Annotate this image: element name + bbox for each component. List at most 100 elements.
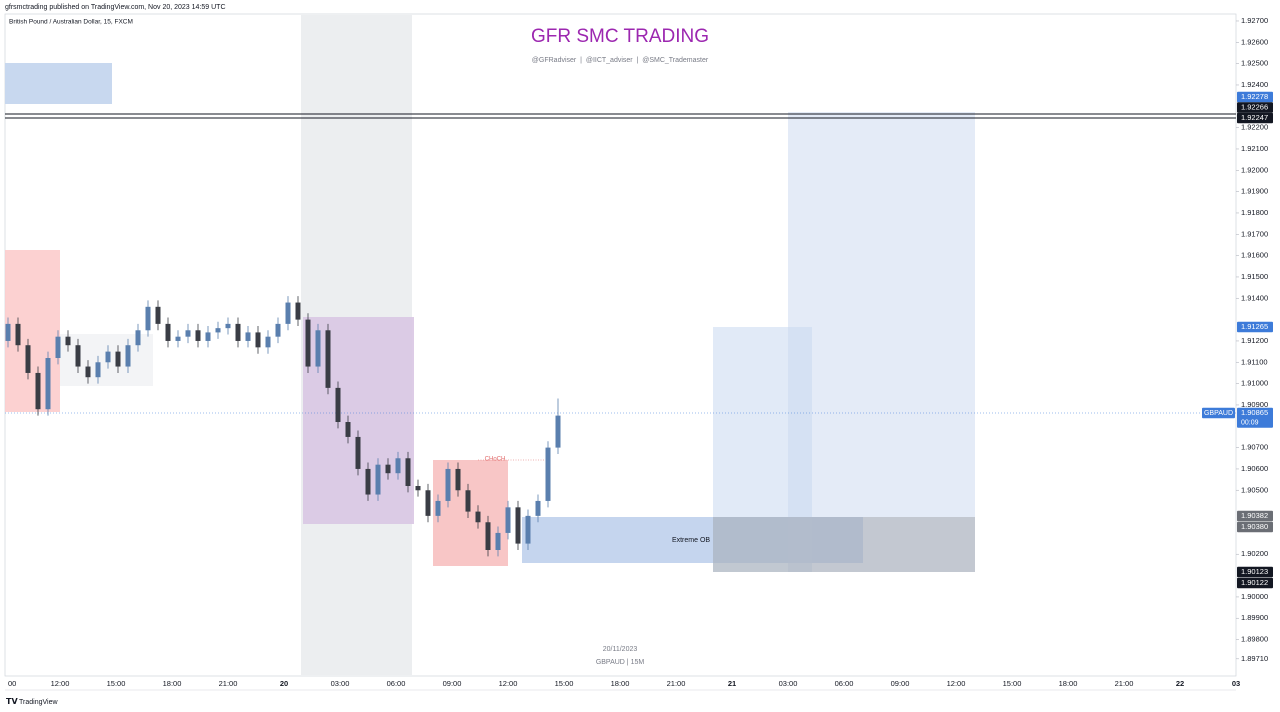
- candle-body: [105, 351, 111, 363]
- zone: [5, 63, 112, 104]
- candle-body: [185, 330, 191, 337]
- y-tick-label: 1.90000: [1241, 592, 1268, 601]
- y-tick-label: 1.91800: [1241, 208, 1268, 217]
- y-tick-label: 1.90600: [1241, 464, 1268, 473]
- candle-body: [365, 468, 371, 495]
- x-tick-label: 15:00: [107, 679, 126, 688]
- y-tick-label: 1.90500: [1241, 485, 1268, 494]
- price-tag: [1237, 112, 1273, 124]
- price-axis: 1.92700 1.92600 1.92500 1.92400 1.92200 1.921…: [1236, 16, 1268, 663]
- price-tag-label: 1.90122: [1241, 578, 1268, 587]
- candle-body: [525, 515, 531, 544]
- candle-body: [415, 486, 421, 491]
- brand-title: GFR SMC TRADING: [531, 26, 709, 47]
- candle-body: [115, 351, 121, 367]
- candle-body: [225, 323, 231, 329]
- chart-pane: [4, 13, 1237, 677]
- time-axis: 00 12:00 15:00 18:00 21:00 20 03:00 06:00 09:00 1…: [5, 679, 1240, 691]
- candle-body: [205, 332, 211, 341]
- x-tick-label: 03:00: [779, 679, 798, 688]
- candle-body: [535, 500, 541, 516]
- y-tick-label: 1.91500: [1241, 272, 1268, 281]
- y-tick-label: 1.92600: [1241, 37, 1268, 46]
- candle-body: [395, 458, 401, 474]
- price-tag: [1237, 577, 1273, 589]
- candle-body: [25, 345, 31, 373]
- candle-body: [15, 323, 21, 346]
- candle-body: [455, 468, 461, 491]
- x-tick-label: 21: [728, 679, 736, 688]
- y-tick-label: 1.89900: [1241, 613, 1268, 622]
- candle-body: [255, 332, 261, 348]
- y-tick-label: 1.92400: [1241, 80, 1268, 89]
- y-tick-label: 1.90200: [1241, 549, 1268, 558]
- x-tick-label: 03: [1232, 679, 1240, 688]
- price-tag-label: 1.91265: [1241, 322, 1268, 331]
- candle-body: [55, 336, 61, 359]
- candle-body: [195, 330, 201, 341]
- watermark: 20/11/2023: [603, 646, 638, 653]
- price-tag-label: 1.90382: [1241, 511, 1268, 520]
- candle-body: [305, 319, 311, 367]
- candle-body: [345, 422, 351, 437]
- candle-body: [545, 447, 551, 501]
- candle-body: [135, 330, 141, 346]
- price-tag: [1237, 510, 1273, 522]
- candle-body: [215, 328, 221, 333]
- footer-brand: TradingView: [19, 699, 58, 706]
- candle-body: [155, 306, 161, 324]
- y-tick-label: 1.90900: [1241, 400, 1268, 409]
- candle-body: [385, 464, 391, 474]
- y-tick-label: 1.89800: [1241, 635, 1268, 644]
- x-tick-label: 21:00: [667, 679, 686, 688]
- x-tick-label: 03:00: [331, 679, 350, 688]
- brand-handles: @GFRadviser | @IICT_adviser | @SMC_Trade…: [532, 57, 709, 64]
- candle-body: [265, 336, 271, 348]
- zone: [303, 317, 414, 524]
- candles: [5, 296, 561, 557]
- y-tick-label: 1.91100: [1241, 357, 1268, 366]
- candle-body: [285, 302, 291, 324]
- logo-mark: 𝗧𝗩: [6, 697, 18, 706]
- price-tag-label: 1.90380: [1241, 522, 1268, 531]
- x-tick-label: 06:00: [387, 679, 406, 688]
- x-tick-label: 18:00: [163, 679, 182, 688]
- candle-body: [5, 323, 11, 341]
- candle-body: [425, 490, 431, 516]
- y-tick-label: 1.91600: [1241, 251, 1268, 260]
- y-tick-label: 1.89710: [1241, 654, 1268, 663]
- choch-label: CHoCH: [485, 457, 506, 463]
- y-tick-label: 1.92700: [1241, 16, 1268, 25]
- target-zone: [788, 112, 975, 572]
- x-tick-label: 12:00: [947, 679, 966, 688]
- price-tag: [1237, 321, 1273, 333]
- candle-body: [75, 345, 81, 367]
- candle-body: [275, 323, 281, 337]
- price-tag-label: 1.92266: [1241, 102, 1268, 111]
- x-tick-label: 21:00: [219, 679, 238, 688]
- candle-body: [325, 330, 331, 388]
- x-tick-label: 21:00: [1115, 679, 1134, 688]
- price-tag-countdown: 00:09: [1241, 419, 1259, 426]
- candle-body: [175, 336, 181, 341]
- candle-body: [485, 522, 491, 550]
- price-tag: [1237, 566, 1273, 578]
- y-tick-label: 1.91400: [1241, 293, 1268, 302]
- candle-body: [335, 387, 341, 423]
- price-tag: [1237, 407, 1273, 428]
- candle-body: [475, 511, 481, 523]
- zone: [433, 460, 508, 566]
- candle-body: [315, 330, 321, 367]
- candle-body: [245, 332, 251, 341]
- x-tick-label: 22: [1176, 679, 1184, 688]
- x-tick-label: 06:00: [835, 679, 854, 688]
- y-tick-label: 1.91700: [1241, 229, 1268, 238]
- symbol-tag: [1202, 407, 1235, 419]
- x-tick-label: 20: [280, 679, 288, 688]
- candle-body: [375, 464, 381, 495]
- y-tick-label: 1.92100: [1241, 144, 1268, 153]
- candle-body: [145, 306, 151, 331]
- price-tag: [1237, 521, 1273, 533]
